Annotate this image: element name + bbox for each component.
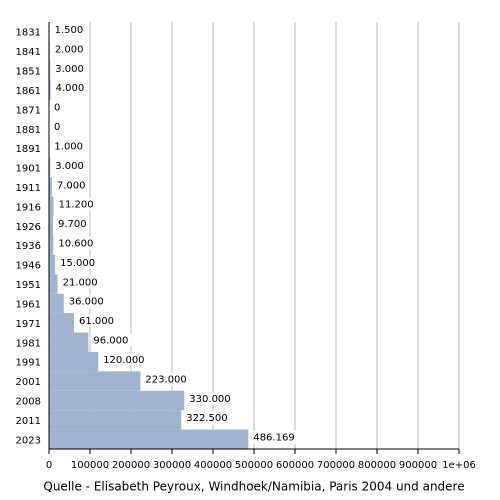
label-bg [52,81,88,95]
x-tick-label: 1e+06 [442,460,476,471]
bar [49,351,99,372]
value-label: 120.000 [103,355,144,366]
caption: Quelle - Elisabeth Peyroux, Windhoek/Nam… [43,480,464,494]
label-bg [53,178,89,192]
bar [49,332,89,352]
y-tick-label: 1901 [16,164,41,175]
y-tick-label: 2001 [16,377,41,388]
bar [49,177,52,197]
label-bg [51,42,87,56]
label-bg [59,275,101,289]
value-label: 36.000 [69,297,104,308]
label-bg [76,314,118,328]
label-bg [51,100,64,114]
y-tick-label: 2023 [16,435,41,446]
value-label: 61.000 [79,316,114,327]
value-label: 9.700 [58,219,87,230]
value-label: 21.000 [63,277,98,288]
x-tick-label: 900000 [399,460,437,471]
bar [49,313,75,333]
y-tick-label: 1916 [16,202,41,213]
label-bg [57,255,99,269]
bar [49,196,54,217]
value-label: 486.169 [253,433,294,444]
y-tick-label: 1981 [16,338,41,349]
value-label: 1.500 [55,25,84,36]
x-tick-label: 300000 [153,460,191,471]
bar [49,410,182,430]
label-bg [54,217,90,231]
value-label: 96.000 [93,336,128,347]
x-tick-label: 400000 [194,460,232,471]
bar [49,216,53,236]
bar [49,429,249,449]
y-tick-label: 1831 [16,28,41,39]
value-label: 7.000 [57,180,86,191]
x-tick-label: 100000 [71,460,109,471]
bar [49,235,54,255]
value-label: 322.500 [186,413,227,424]
label-bg [51,139,87,153]
y-tick-label: 1851 [16,67,41,78]
value-label: 330.000 [189,394,230,405]
bar [49,157,51,178]
value-label: 0 [54,103,60,114]
value-label: 1.000 [54,141,83,152]
y-tick-label: 1951 [16,280,41,291]
y-tick-label: 1841 [16,47,41,58]
label-bg [51,120,64,134]
y-tick-label: 1891 [16,144,41,155]
y-tick-label: 1946 [16,261,41,272]
bar [49,293,64,314]
bar [49,60,51,81]
y-tick-label: 1991 [16,358,41,369]
y-tick-label: 2011 [16,416,41,427]
x-tick-label: 200000 [112,460,150,471]
x-tick-label: 800000 [358,460,396,471]
bar [49,390,185,411]
y-tick-label: 1961 [16,299,41,310]
y-tick-label: 2008 [16,396,41,407]
x-tick-label: 700000 [317,460,355,471]
y-tick-label: 1861 [16,86,41,97]
y-tick-label: 1871 [16,105,41,116]
label-bg [55,236,97,250]
value-label: 3.000 [55,161,84,172]
label-bg [250,430,298,444]
label-bg [65,294,107,308]
bar [49,254,56,275]
y-tick-label: 1936 [16,241,41,252]
bar [49,274,58,294]
x-tick-label: 600000 [276,460,314,471]
value-label: 10.600 [58,239,93,250]
value-label: 223.000 [145,374,186,385]
label-bg [55,197,97,211]
y-tick-label: 1971 [16,319,41,330]
bar [49,371,141,391]
bar [49,80,51,100]
y-tick-label: 1911 [16,183,41,194]
label-bg [52,158,87,172]
label-bg [100,352,148,366]
value-label: 15.000 [60,258,95,269]
value-label: 11.200 [59,200,94,211]
value-label: 4.000 [56,83,85,94]
label-bg [142,372,190,386]
value-label: 0 [54,122,60,133]
y-tick-label: 1926 [16,222,41,233]
label-bg [51,23,87,36]
x-tick-label: 500000 [235,460,273,471]
y-tick-label: 1881 [16,125,41,136]
value-label: 3.000 [55,64,84,75]
x-tick-label: 0 [46,460,52,471]
label-bg [186,391,234,405]
label-bg [52,61,87,75]
value-label: 2.000 [55,44,84,55]
label-bg [90,333,132,347]
label-bg [183,411,231,425]
